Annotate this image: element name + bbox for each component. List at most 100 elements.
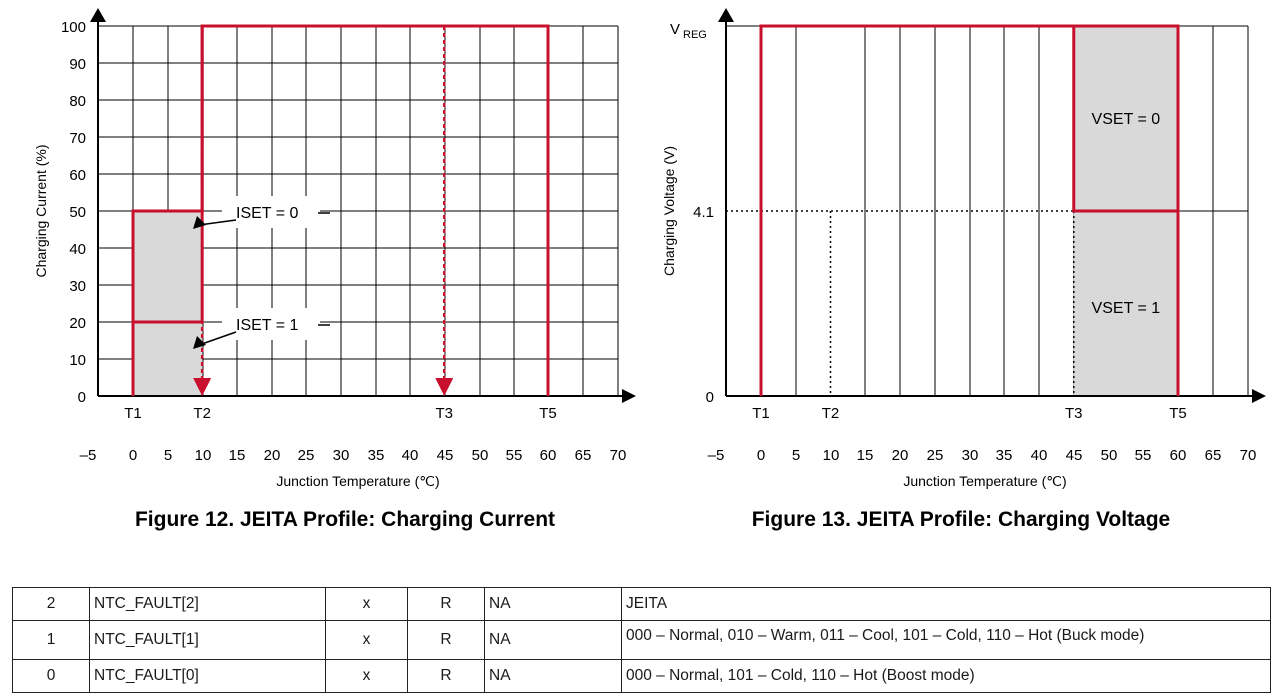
y-tick-label: 70 — [69, 130, 86, 147]
threshold-label: T2 — [193, 405, 211, 422]
x-tick-label: 0 — [129, 447, 137, 464]
x-tick-label: –5 — [80, 447, 97, 464]
desc-boost-cell: 000 – Normal, 101 – Cold, 110 – Hot (Boo… — [621, 659, 1271, 693]
dashed-arrow-head — [435, 378, 454, 396]
x-axis-arrow — [1252, 389, 1266, 403]
y-tick-label: 50 — [69, 204, 86, 221]
desc-title-cell: JEITA — [621, 587, 1271, 621]
x-tick-label: 50 — [1101, 447, 1118, 464]
x-tick-label: 30 — [962, 447, 979, 464]
annotation-arrowhead — [193, 336, 206, 349]
series-line-vset1 — [759, 24, 1180, 396]
y-tick-label: 30 — [69, 278, 86, 295]
x-tick-label: 60 — [540, 447, 557, 464]
figure-caption: Figure 13. JEITA Profile: Charging Volta… — [752, 508, 1171, 531]
x-tick-label: 10 — [195, 447, 212, 464]
y-axis-arrow — [90, 8, 106, 22]
x-tick-label: 5 — [792, 447, 800, 464]
y-tick-label-vreg: V — [670, 21, 680, 38]
x-tick-label: 65 — [1205, 447, 1222, 464]
x-tick-label: 55 — [1135, 447, 1152, 464]
annotation-box — [222, 196, 320, 228]
x-tick-label: 40 — [1031, 447, 1048, 464]
x-axis-title: Junction Temperature (℃) — [276, 473, 439, 489]
figure-caption: Figure 12. JEITA Profile: Charging Curre… — [135, 508, 555, 531]
x-tick-label: 65 — [575, 447, 592, 464]
reset-by-cell: NA — [484, 620, 622, 660]
dashed-arrow-head — [193, 378, 212, 396]
x-tick-label: 25 — [298, 447, 315, 464]
y-tick-label: 60 — [69, 167, 86, 184]
annotation-label: VSET = 0 — [1092, 111, 1161, 128]
reset-by-cell: NA — [484, 659, 622, 693]
reset-cell: x — [325, 587, 408, 621]
y-axis-title: Charging Current (%) — [33, 144, 49, 277]
x-tick-label: 45 — [437, 447, 454, 464]
type-cell: R — [407, 659, 485, 693]
threshold-label: T1 — [752, 405, 770, 422]
threshold-label: T3 — [435, 405, 453, 422]
reset-by-cell: NA — [484, 587, 622, 621]
y-tick-label: 0 — [706, 389, 714, 406]
annotation-box — [222, 308, 320, 340]
threshold-label: T2 — [822, 405, 840, 422]
x-tick-label: 15 — [229, 447, 246, 464]
y-tick-label-vreg-sub: REG — [683, 29, 707, 41]
y-tick-label: 10 — [69, 352, 86, 369]
x-tick-label: 40 — [402, 447, 419, 464]
table-row: 0 NTC_FAULT[0] x R NA 000 – Normal, 101 … — [12, 659, 1271, 693]
x-axis-title: Junction Temperature (℃) — [903, 473, 1066, 489]
ntc-fault-register-table: 2 NTC_FAULT[2] x R NA JEITA 1 NTC_FAULT[… — [12, 587, 1271, 693]
threshold-label: T1 — [124, 405, 142, 422]
x-tick-label: 70 — [610, 447, 627, 464]
y-tick-label: 80 — [69, 93, 86, 110]
x-tick-label: 0 — [757, 447, 765, 464]
table-row: 2 NTC_FAULT[2] x R NA JEITA — [12, 587, 1271, 621]
y-tick-label: 90 — [69, 56, 86, 73]
y-axis-arrow — [718, 8, 734, 22]
x-tick-label: 25 — [927, 447, 944, 464]
field-cell: NTC_FAULT[1] — [89, 620, 326, 660]
reset-cell: x — [325, 620, 408, 660]
x-tick-label: 15 — [857, 447, 874, 464]
threshold-label: T5 — [1169, 405, 1187, 422]
bit-cell: 0 — [12, 659, 90, 693]
x-tick-label: 70 — [1240, 447, 1257, 464]
desc-buck-cell: 000 – Normal, 010 – Warm, 011 – Cool, 10… — [621, 620, 1271, 660]
x-tick-label: 10 — [823, 447, 840, 464]
y-tick-label: 20 — [69, 315, 86, 332]
annotation-arrowhead — [193, 216, 206, 229]
annotation-label: ISET = 1 — [236, 317, 299, 334]
y-tick-label: 40 — [69, 241, 86, 258]
type-cell: R — [407, 620, 485, 660]
x-tick-label: 20 — [892, 447, 909, 464]
x-axis-arrow — [622, 389, 636, 403]
y-axis-title: Charging Voltage (V) — [661, 146, 677, 276]
field-cell: NTC_FAULT[2] — [89, 587, 326, 621]
type-cell: R — [407, 587, 485, 621]
table-row: 1 NTC_FAULT[1] x R NA 000 – Normal, 010 … — [12, 620, 1271, 660]
x-tick-label: 35 — [368, 447, 385, 464]
shaded-derated-region — [133, 211, 203, 396]
y-tick-label: 4.1 — [693, 204, 714, 221]
threshold-label: T3 — [1065, 405, 1083, 422]
threshold-label: T5 — [539, 405, 557, 422]
x-tick-label: 20 — [264, 447, 281, 464]
x-tick-label: 35 — [996, 447, 1013, 464]
bit-cell: 1 — [12, 620, 90, 660]
field-cell: NTC_FAULT[0] — [89, 659, 326, 693]
x-tick-label: 50 — [472, 447, 489, 464]
annotation-pointer — [198, 331, 237, 346]
x-tick-label: –5 — [708, 447, 725, 464]
x-tick-label: 30 — [333, 447, 350, 464]
x-tick-label: 55 — [506, 447, 523, 464]
annotation-label: ISET = 0 — [236, 205, 299, 222]
bit-cell: 2 — [12, 587, 90, 621]
annotation-label: VSET = 1 — [1092, 300, 1161, 317]
y-tick-label: 100 — [61, 19, 86, 36]
y-tick-label: 0 — [78, 389, 86, 406]
reset-cell: x — [325, 659, 408, 693]
x-tick-label: 60 — [1170, 447, 1187, 464]
x-tick-label: 45 — [1066, 447, 1083, 464]
